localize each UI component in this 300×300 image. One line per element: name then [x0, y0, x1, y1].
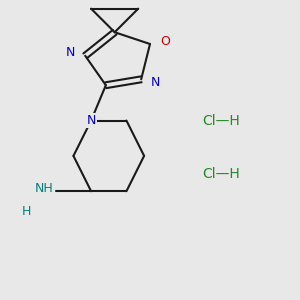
Text: O: O: [160, 34, 170, 48]
Text: NH: NH: [34, 182, 53, 195]
Text: Cl—H: Cl—H: [202, 114, 239, 128]
Text: N: N: [66, 46, 75, 59]
Text: H: H: [22, 205, 31, 218]
Text: Cl—H: Cl—H: [202, 167, 239, 181]
Text: N: N: [151, 76, 160, 89]
Text: N: N: [86, 114, 96, 127]
